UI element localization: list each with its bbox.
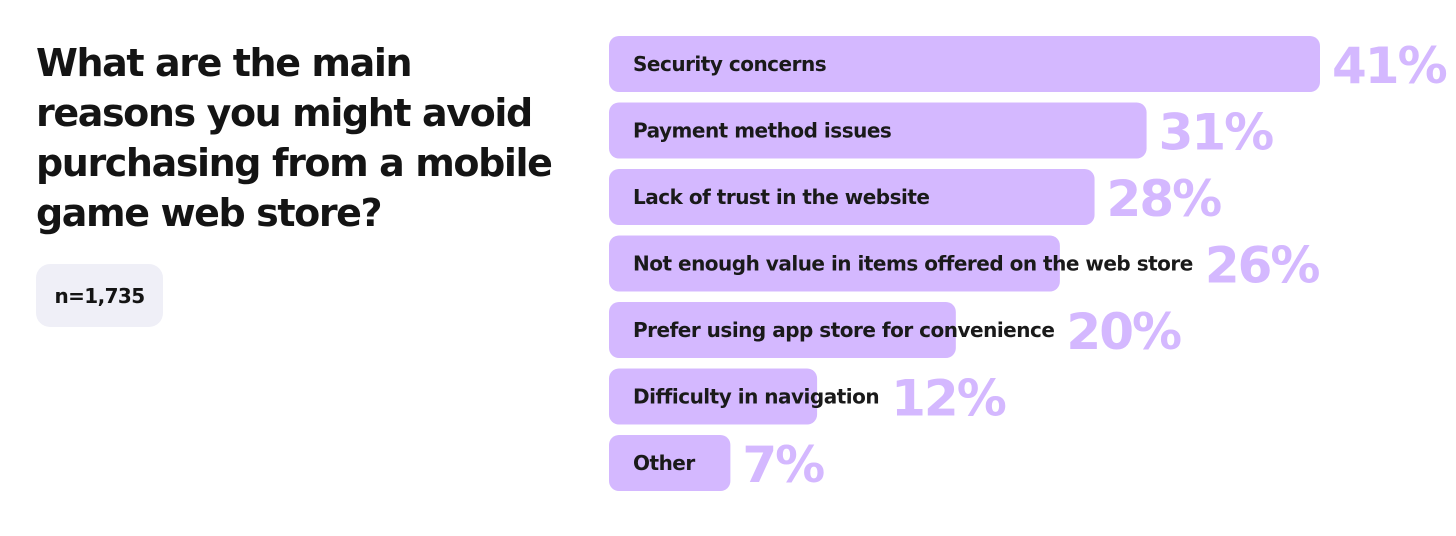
bar-row-prefer-using-app-store-for-convenience: Prefer using app store for convenience 20… [609,302,1183,361]
bar-security-concerns [609,36,1320,92]
bar-label-lack-of-trust-in-the-website: Lack of trust in the website [633,185,929,209]
bar-value-security-concerns: 41% [1332,37,1447,95]
bar-row-difficulty-in-navigation: Difficulty in navigation 12% [609,368,1008,428]
bar-label-difficulty-in-navigation: Difficulty in navigation [633,385,879,409]
sample-size-badge: n=1,735 [36,264,163,327]
bar-label-security-concerns: Security concerns [633,52,826,76]
bar-label-payment-method-issues: Payment method issues [633,119,891,143]
sample-size-text: n=1,735 [54,283,145,308]
bar-label-prefer-using-app-store-for-convenience: Prefer using app store for convenience [633,318,1054,342]
bar-other [609,435,731,491]
bar-row-lack-of-trust-in-the-website: Lack of trust in the website 28% [609,169,1223,228]
bar-row-not-enough-value-in-items-offered-on-the-web-store: Not enough value in items offered on the… [609,235,1321,295]
bar-value-difficulty-in-navigation: 12% [891,370,1006,428]
bar-lack-of-trust-in-the-website [609,169,1095,225]
bar-row-other: Other 7% [609,435,826,494]
bar-value-lack-of-trust-in-the-website: 28% [1107,170,1222,228]
bar-row-security-concerns: Security concerns 41% [609,36,1449,95]
chart-question-title: What are the main reasons you might avoi… [36,41,553,235]
bar-payment-method-issues [609,102,1147,159]
bar-value-prefer-using-app-store-for-convenience: 20% [1066,303,1181,361]
bar-not-enough-value-in-items-offered-on-the-web-store [609,235,1060,292]
bar-difficulty-in-navigation [609,368,818,425]
bar-value-payment-method-issues: 31% [1159,104,1274,162]
bar-value-other: 7% [742,436,824,494]
bar-value-not-enough-value-in-items-offered-on-the-web-store: 26% [1205,237,1320,295]
bar-label-other: Other [633,451,695,475]
bar-row-payment-method-issues: Payment method issues 31% [609,102,1275,162]
bar-label-not-enough-value-in-items-offered-on-the-web-store: Not enough value in items offered on the… [633,252,1193,276]
bar-prefer-using-app-store-for-convenience [609,302,956,358]
